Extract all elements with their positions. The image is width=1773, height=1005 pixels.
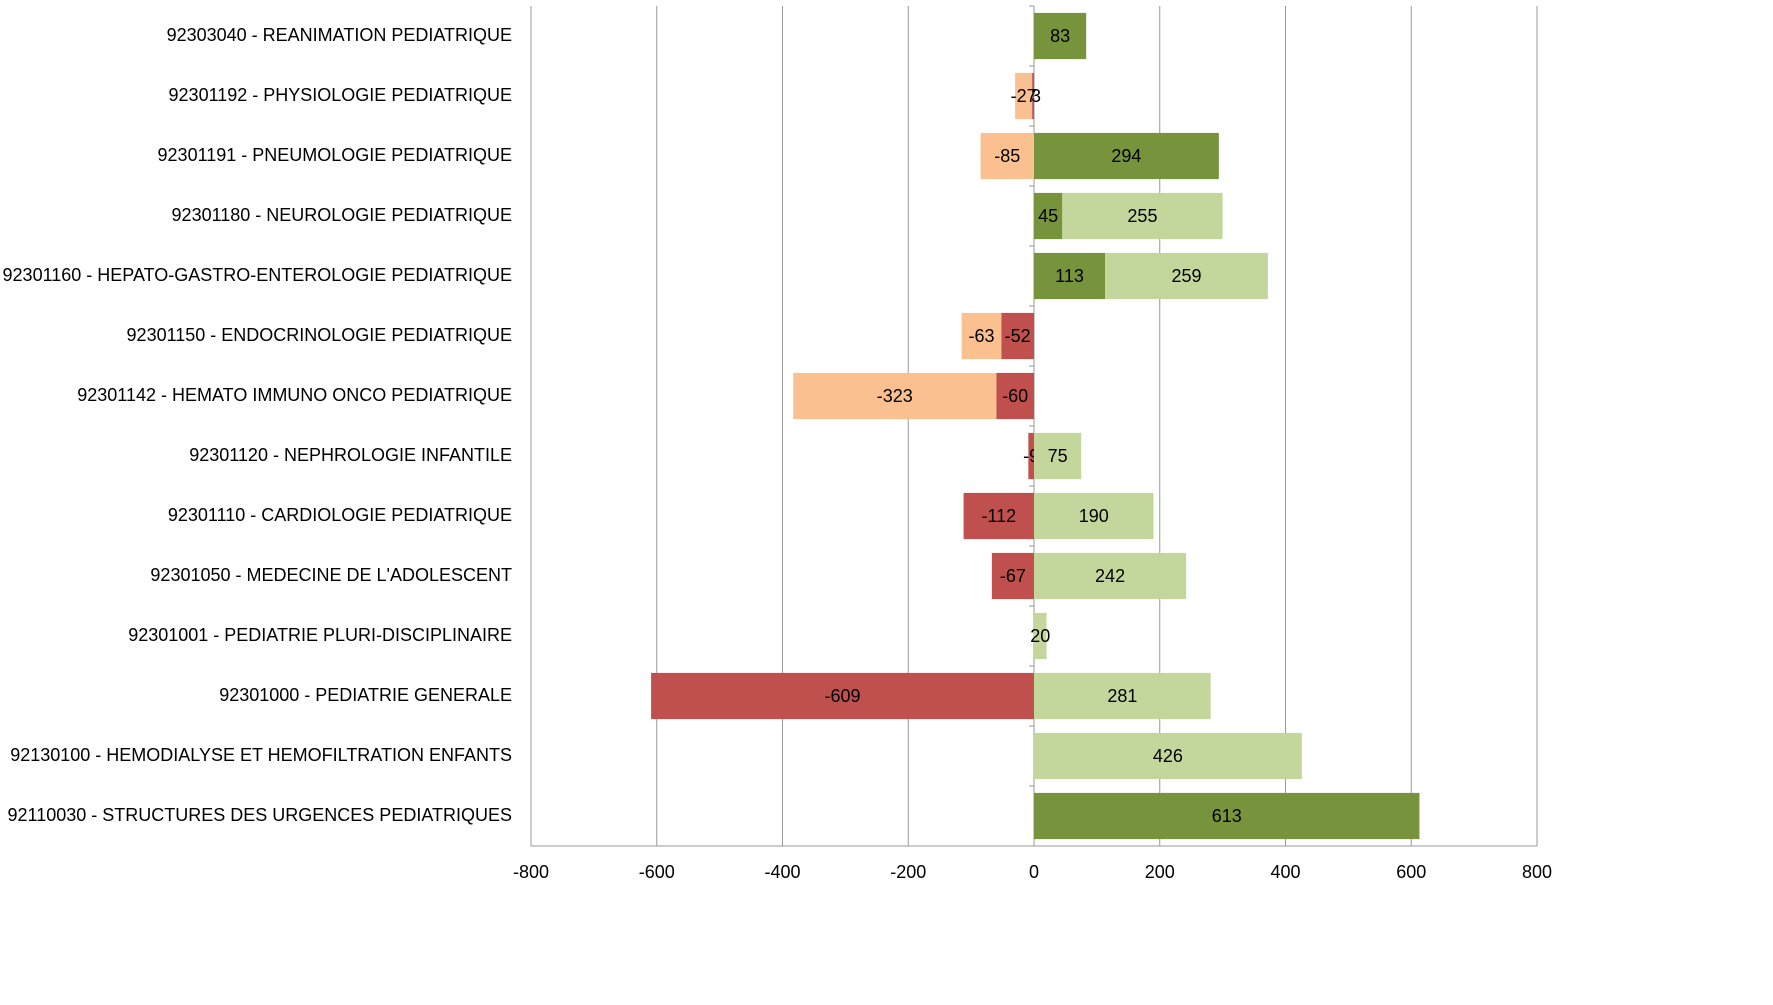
x-tick-label: 600 bbox=[1396, 862, 1426, 882]
x-tick-label: -600 bbox=[639, 862, 675, 882]
data-label: -63 bbox=[968, 326, 994, 346]
data-label: 259 bbox=[1171, 266, 1201, 286]
y-tick-label: 92301110 - CARDIOLOGIE PEDIATRIQUE bbox=[168, 505, 512, 525]
x-tick-label: -800 bbox=[513, 862, 549, 882]
bar bbox=[1034, 552, 1187, 600]
bar bbox=[793, 372, 997, 420]
x-tick-label: 800 bbox=[1522, 862, 1552, 882]
x-tick-label: 400 bbox=[1270, 862, 1300, 882]
data-label: -85 bbox=[994, 146, 1020, 166]
bar bbox=[1062, 192, 1223, 240]
y-tick-label: 92301050 - MEDECINE DE L'ADOLESCENT bbox=[150, 565, 512, 585]
data-label: -112 bbox=[981, 506, 1016, 526]
data-label: 83 bbox=[1050, 26, 1070, 46]
data-label: -609 bbox=[825, 686, 861, 706]
bar bbox=[1015, 72, 1033, 120]
bar bbox=[1034, 792, 1420, 840]
bar bbox=[651, 672, 1034, 720]
data-label: 75 bbox=[1048, 446, 1068, 466]
data-label: 20 bbox=[1030, 626, 1050, 646]
y-tick-label: 92301180 - NEUROLOGIE PEDIATRIQUE bbox=[172, 205, 512, 225]
y-tick-label: 92301000 - PEDIATRIE GENERALE bbox=[219, 685, 512, 705]
data-label: -52 bbox=[1005, 326, 1031, 346]
y-tick-label: 92301192 - PHYSIOLOGIE PEDIATRIQUE bbox=[169, 85, 512, 105]
bar bbox=[1034, 432, 1082, 480]
bar bbox=[963, 492, 1034, 540]
bar bbox=[1001, 312, 1034, 360]
data-label: -323 bbox=[877, 386, 913, 406]
y-tick-label: 92301142 - HEMATO IMMUNO ONCO PEDIATRIQU… bbox=[77, 385, 512, 405]
y-tick-label: 92301191 - PNEUMOLOGIE PEDIATRIQUE bbox=[158, 145, 512, 165]
bar bbox=[1034, 612, 1047, 660]
bar bbox=[1034, 492, 1154, 540]
bar bbox=[1034, 732, 1302, 780]
bar bbox=[1032, 72, 1034, 120]
data-label: 242 bbox=[1095, 566, 1125, 586]
bar bbox=[1034, 192, 1063, 240]
data-label: 190 bbox=[1079, 506, 1109, 526]
bar bbox=[996, 372, 1034, 420]
data-label: 255 bbox=[1127, 206, 1157, 226]
y-tick-label: 92301160 - HEPATO-GASTRO-ENTEROLOGIE PED… bbox=[3, 265, 512, 285]
bar bbox=[1034, 672, 1211, 720]
bar bbox=[1034, 12, 1087, 60]
bar bbox=[961, 312, 1002, 360]
data-label: -67 bbox=[1000, 566, 1026, 586]
data-label: 613 bbox=[1212, 806, 1242, 826]
bar bbox=[991, 552, 1034, 600]
x-tick-label: -400 bbox=[764, 862, 800, 882]
y-tick-label: 92130100 - HEMODIALYSE ET HEMOFILTRATION… bbox=[10, 745, 512, 765]
y-tick-label: 92303040 - REANIMATION PEDIATRIQUE bbox=[167, 25, 512, 45]
y-tick-label: 92301001 - PEDIATRIE PLURI-DISCIPLINAIRE bbox=[128, 625, 512, 645]
data-label: -60 bbox=[1002, 386, 1028, 406]
data-label: 113 bbox=[1055, 266, 1084, 286]
x-tick-label: -200 bbox=[890, 862, 926, 882]
y-tick-label: 92301120 - NEPHROLOGIE INFANTILE bbox=[189, 445, 512, 465]
bar bbox=[1028, 432, 1034, 480]
data-label: 281 bbox=[1107, 686, 1137, 706]
x-tick-label: 0 bbox=[1029, 862, 1039, 882]
data-label: -27 bbox=[1011, 86, 1037, 106]
bar bbox=[980, 132, 1034, 180]
data-label: 294 bbox=[1111, 146, 1141, 166]
bar bbox=[1105, 252, 1268, 300]
bar bbox=[1034, 252, 1106, 300]
data-label: 45 bbox=[1038, 206, 1058, 226]
x-tick-label: 200 bbox=[1145, 862, 1175, 882]
data-label: 426 bbox=[1153, 746, 1183, 766]
y-tick-label: 92301150 - ENDOCRINOLOGIE PEDIATRIQUE bbox=[127, 325, 512, 345]
bar bbox=[1034, 132, 1219, 180]
y-tick-label: 92110030 - STRUCTURES DES URGENCES PEDIA… bbox=[8, 805, 512, 825]
